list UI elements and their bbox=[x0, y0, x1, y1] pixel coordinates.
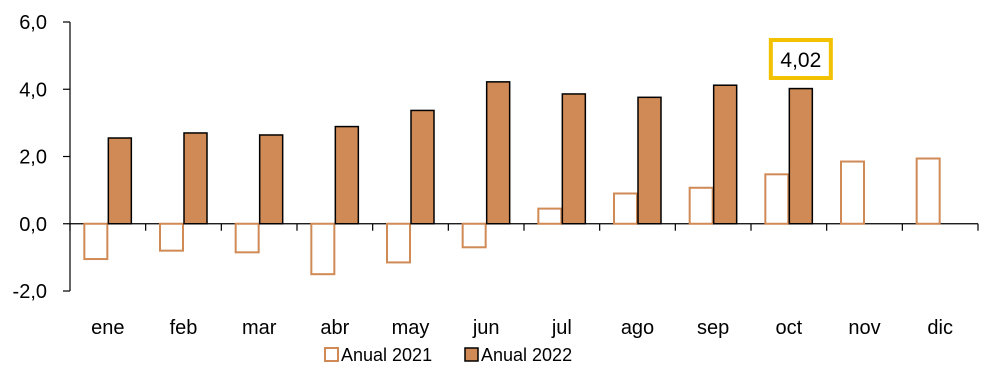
bar-anual-2021-mar bbox=[236, 224, 259, 253]
bar-anual-2021-abr bbox=[311, 224, 334, 274]
bar-anual-2021-nov bbox=[841, 162, 864, 224]
x-tick-label: mar bbox=[242, 317, 277, 339]
bar-anual-2021-sep bbox=[690, 188, 713, 224]
bar-anual-2021-ene bbox=[84, 224, 107, 259]
x-tick-label: feb bbox=[170, 317, 198, 339]
x-tick-label: abr bbox=[320, 317, 349, 339]
bar-anual-2021-feb bbox=[160, 224, 183, 251]
y-tick-label: 4,0 bbox=[19, 79, 47, 101]
legend-label: Anual 2022 bbox=[481, 345, 572, 365]
x-tick-label: ago bbox=[621, 317, 654, 339]
y-tick-label: 0,0 bbox=[19, 214, 47, 236]
legend: Anual 2021 Anual 2022 bbox=[325, 345, 572, 365]
legend-swatch-anual-2022 bbox=[465, 348, 478, 361]
y-tick-label: 2,0 bbox=[19, 147, 47, 169]
bar-anual-2021-jun bbox=[463, 224, 486, 248]
bar-anual-2022-jun bbox=[487, 82, 510, 224]
bar-anual-2022-abr bbox=[335, 127, 358, 224]
legend-swatch-anual-2021 bbox=[325, 348, 338, 361]
x-tick-label: jun bbox=[472, 317, 500, 339]
x-tick-label: ene bbox=[91, 317, 124, 339]
bar-anual-2021-oct bbox=[765, 174, 788, 223]
bar-anual-2022-sep bbox=[714, 85, 737, 224]
x-tick-label: nov bbox=[848, 317, 880, 339]
bar-anual-2022-may bbox=[411, 110, 434, 223]
x-axis: ene feb mar abr may jun jul ago sep oct nov dic bbox=[70, 224, 978, 339]
y-axis: 6,0 4,0 2,0 0,0 -2,0 bbox=[13, 12, 70, 303]
bar-anual-2022-ene bbox=[108, 138, 131, 224]
x-tick-label: may bbox=[392, 317, 430, 339]
x-tick-label: jul bbox=[551, 317, 572, 339]
x-tick-label: sep bbox=[697, 317, 729, 339]
annotation-group: 4,02 bbox=[771, 40, 831, 78]
annotation-label: 4,02 bbox=[780, 49, 821, 72]
x-tick-label: dic bbox=[927, 317, 953, 339]
bars-group bbox=[84, 82, 939, 274]
bar-anual-2021-may bbox=[387, 224, 410, 263]
bar-anual-2022-mar bbox=[260, 135, 283, 224]
bar-anual-2022-ago bbox=[638, 97, 661, 223]
bar-anual-2022-oct bbox=[789, 89, 812, 224]
legend-label: Anual 2021 bbox=[341, 345, 432, 365]
bar-anual-2022-jul bbox=[562, 94, 585, 224]
y-tick-label: -2,0 bbox=[13, 281, 47, 303]
bar-anual-2021-dic bbox=[917, 159, 940, 224]
bar-anual-2021-jul bbox=[538, 209, 561, 224]
x-tick-label: oct bbox=[775, 317, 802, 339]
bar-anual-2022-feb bbox=[184, 133, 207, 224]
y-tick-label: 6,0 bbox=[19, 12, 47, 34]
bar-anual-2021-ago bbox=[614, 193, 637, 223]
